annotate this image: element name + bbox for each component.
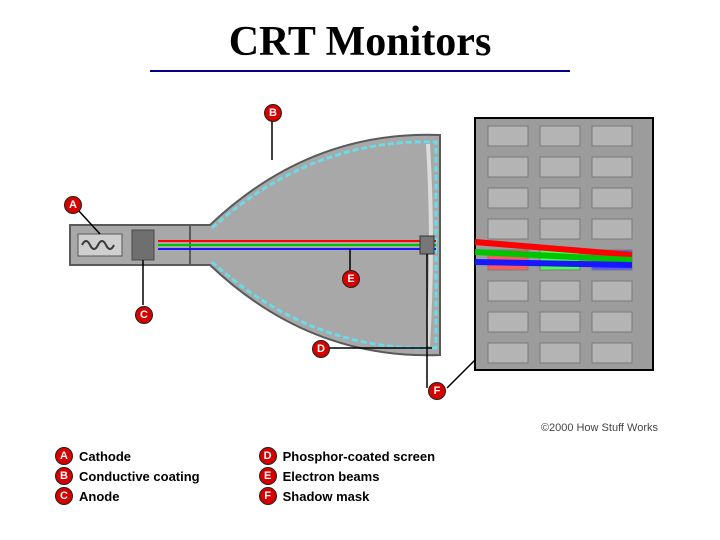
legend: A Cathode B Conductive coating C Anode D… xyxy=(55,445,509,507)
legend-item: A Cathode xyxy=(55,447,255,465)
legend-label: Cathode xyxy=(79,449,131,464)
legend-item: D Phosphor-coated screen xyxy=(259,447,509,465)
badge-d-icon: D xyxy=(312,340,330,358)
badge-d-icon: D xyxy=(259,447,277,465)
badge-e-icon: E xyxy=(342,270,360,288)
legend-label: Conductive coating xyxy=(79,469,200,484)
cathode-heater xyxy=(78,230,154,260)
crt-diagram: A B C D E F xyxy=(50,100,670,430)
diagram-svg xyxy=(50,100,670,430)
page-title: CRT Monitors xyxy=(0,0,720,70)
badge-c-icon: C xyxy=(135,306,153,324)
badge-f-icon: F xyxy=(259,487,277,505)
badge-b-icon: B xyxy=(55,467,73,485)
legend-label: Phosphor-coated screen xyxy=(283,449,435,464)
legend-item: B Conductive coating xyxy=(55,467,255,485)
badge-c-icon: C xyxy=(55,487,73,505)
badge-a-icon: A xyxy=(55,447,73,465)
magnified-panel xyxy=(475,118,653,370)
legend-item: E Electron beams xyxy=(259,467,509,485)
title-underline xyxy=(150,70,570,72)
badge-b-icon: B xyxy=(264,104,282,122)
shadow-mask-mini xyxy=(420,236,434,254)
legend-label: Anode xyxy=(79,489,119,504)
legend-label: Shadow mask xyxy=(283,489,370,504)
legend-item: F Shadow mask xyxy=(259,487,509,505)
copyright-text: ©2000 How Stuff Works xyxy=(541,422,658,434)
badge-f-icon: F xyxy=(428,382,446,400)
badge-e-icon: E xyxy=(259,467,277,485)
badge-a-icon: A xyxy=(64,196,82,214)
legend-item: C Anode xyxy=(55,487,255,505)
legend-label: Electron beams xyxy=(283,469,380,484)
